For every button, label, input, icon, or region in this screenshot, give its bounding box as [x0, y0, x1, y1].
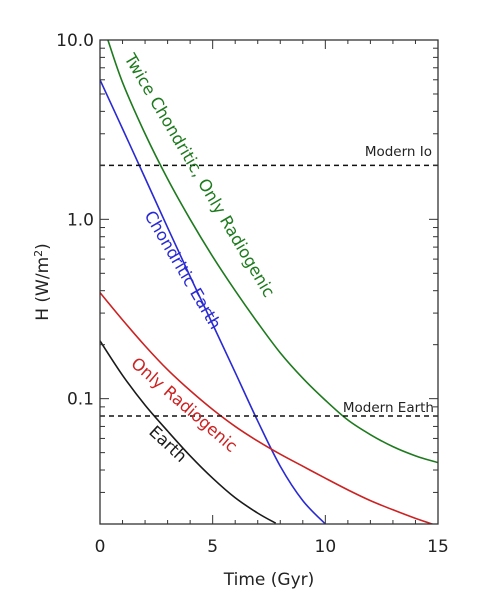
- y-tick-label: 0.1: [67, 390, 94, 410]
- x-tick-label: 15: [427, 537, 449, 557]
- y-axis-label-close: ): [33, 243, 53, 250]
- x-tick-label: 5: [207, 537, 218, 557]
- series-line-only-radiogenic: [100, 292, 435, 524]
- series-line-chondritic-earth: [100, 79, 326, 524]
- y-axis-label-main: H (W/m: [33, 257, 53, 321]
- plot-frame: [99, 39, 439, 525]
- tick-labels: 0 5 10 15 0.1 1.0 10.0: [56, 31, 449, 557]
- curves: [100, 40, 438, 524]
- modern-earth-label: Modern Earth: [343, 400, 434, 416]
- x-tick-label: 10: [315, 537, 337, 557]
- axis-ticks: [99, 39, 439, 525]
- series-line-earth: [100, 340, 277, 524]
- x-tick-label: 0: [95, 537, 106, 557]
- x-axis-label: Time (Gyr): [223, 570, 315, 590]
- reference-lines: [100, 164, 438, 417]
- modern-io-label: Modern Io: [365, 144, 432, 160]
- chondritic-earth-label: Chondritic Earth: [141, 207, 225, 332]
- y-axis-label-superscript: 2: [32, 250, 45, 257]
- y-axis-label: H (W/m2): [32, 243, 54, 321]
- y-tick-label: 1.0: [67, 210, 94, 230]
- y-tick-label: 10.0: [56, 31, 94, 51]
- earth-label: Earth: [145, 422, 190, 466]
- series-line-twice-chondritic: [107, 40, 438, 464]
